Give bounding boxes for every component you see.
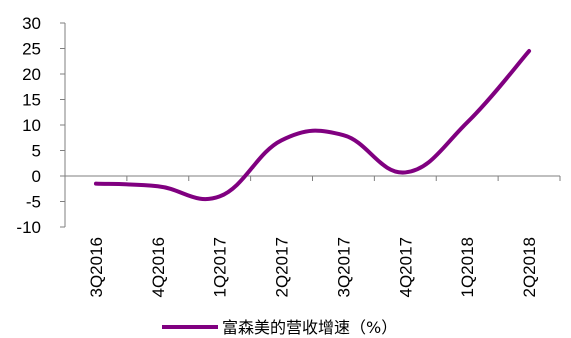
series-layer: [93, 49, 532, 202]
legend-label: 富森美的营收增速（%）: [222, 318, 397, 337]
x-tick-label: 2Q2017: [273, 237, 292, 298]
y-tick-label: -5: [26, 193, 41, 212]
x-tick-label: 4Q2016: [149, 237, 168, 298]
x-tick-label: 2Q2018: [520, 237, 539, 298]
x-tick-label: 3Q2017: [334, 237, 353, 298]
y-tick-label: 25: [22, 40, 41, 59]
y-tick-label: 10: [22, 116, 41, 135]
x-axis: 3Q2016 4Q2016 1Q2017 2Q2017 3Q2017 4Q2017 1Q20…: [64, 175, 561, 298]
y-tick-label: 5: [32, 142, 41, 161]
y-tick-label: -10: [16, 218, 41, 237]
series-line: [93, 49, 532, 202]
y-tick-label: 15: [22, 91, 41, 110]
y-axis: 30 25 20 15 10 5 0 -5 -10: [16, 14, 66, 237]
x-tick-label: 4Q2017: [396, 237, 415, 298]
y-tick-label: 30: [22, 14, 41, 33]
x-tick-label: 1Q2018: [458, 237, 477, 298]
x-tick-label: 1Q2017: [211, 237, 230, 298]
y-tick-label: 20: [22, 65, 41, 84]
x-tick-label: 3Q2016: [87, 237, 106, 298]
y-tick-label: 0: [32, 167, 41, 186]
legend: 富森美的营收增速（%）: [162, 318, 397, 337]
